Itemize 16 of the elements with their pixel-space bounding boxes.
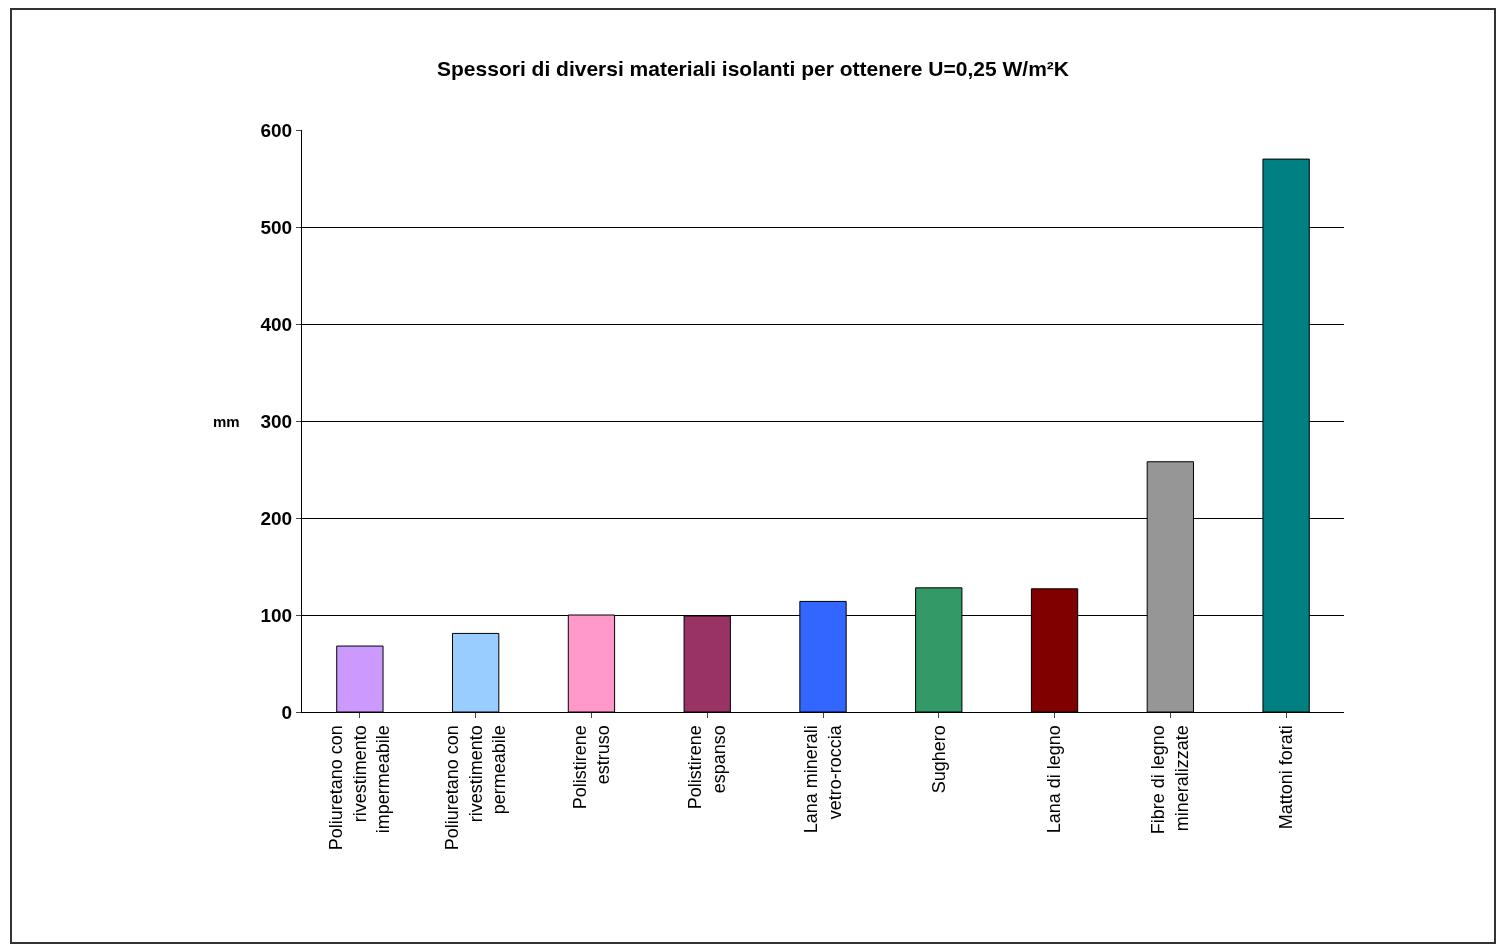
chart-title: Spessori di diversi materiali isolanti per ottenere U=0,25 W/m²K (437, 56, 1069, 80)
y-tick-label: 100 (260, 604, 293, 626)
y-tick-label: 600 (260, 119, 293, 141)
x-tick-label: Polistirene espanso (685, 725, 729, 810)
x-tick-label: Polistirene estruso (569, 725, 613, 810)
y-tick-label: 500 (260, 216, 293, 238)
y-tick-label: 0 (281, 701, 293, 723)
y-tick-label: 400 (260, 313, 293, 335)
y-tick-label: 200 (260, 507, 293, 529)
x-tick-label: Fibre di legno mineralizzate (1148, 725, 1192, 835)
x-tick-label: Sughero (928, 725, 949, 794)
x-tick-label: Mattoni forati (1275, 725, 1296, 830)
x-tick-label: Poliuretano con rivestimento impermeabile (326, 725, 394, 851)
y-axis-title: mm (213, 413, 240, 430)
y-tick-label: 300 (260, 410, 293, 432)
x-tick-label: Lana di legno (1044, 725, 1065, 834)
